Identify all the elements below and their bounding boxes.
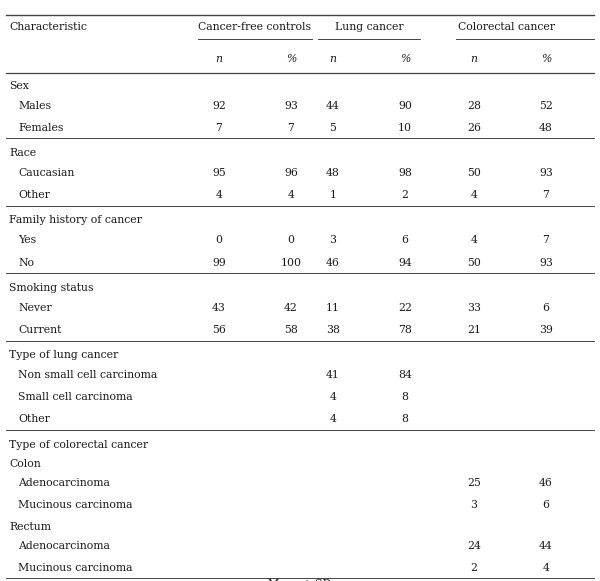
Text: Caucasian: Caucasian bbox=[18, 168, 74, 178]
Text: 50: 50 bbox=[467, 168, 481, 178]
Text: 84: 84 bbox=[398, 370, 412, 381]
Text: Never: Never bbox=[18, 303, 52, 313]
Text: 93: 93 bbox=[539, 168, 553, 178]
Text: 5: 5 bbox=[329, 123, 337, 133]
Text: 7: 7 bbox=[542, 190, 550, 200]
Text: %: % bbox=[400, 54, 410, 64]
Text: 44: 44 bbox=[326, 101, 340, 111]
Text: Cancer-free controls: Cancer-free controls bbox=[199, 22, 311, 33]
Text: Colon: Colon bbox=[9, 459, 41, 469]
Text: 46: 46 bbox=[539, 478, 553, 488]
Text: Characteristic: Characteristic bbox=[9, 22, 87, 33]
Text: Other: Other bbox=[18, 190, 50, 200]
Text: 22: 22 bbox=[398, 303, 412, 313]
Text: 0: 0 bbox=[287, 235, 295, 246]
Text: n: n bbox=[470, 54, 478, 64]
Text: 95: 95 bbox=[212, 168, 226, 178]
Text: Rectum: Rectum bbox=[9, 522, 51, 532]
Text: 4: 4 bbox=[215, 190, 223, 200]
Text: Mean ± SD: Mean ± SD bbox=[268, 579, 332, 581]
Text: 24: 24 bbox=[467, 541, 481, 551]
Text: 39: 39 bbox=[539, 325, 553, 335]
Text: 4: 4 bbox=[542, 563, 550, 573]
Text: 7: 7 bbox=[215, 123, 223, 133]
Text: 4: 4 bbox=[470, 190, 478, 200]
Text: 3: 3 bbox=[470, 500, 478, 510]
Text: 43: 43 bbox=[212, 303, 226, 313]
Text: Adenocarcinoma: Adenocarcinoma bbox=[18, 478, 110, 488]
Text: 52: 52 bbox=[539, 101, 553, 111]
Text: 7: 7 bbox=[287, 123, 295, 133]
Text: 25: 25 bbox=[467, 478, 481, 488]
Text: 96: 96 bbox=[284, 168, 298, 178]
Text: Lung cancer: Lung cancer bbox=[335, 22, 403, 33]
Text: 6: 6 bbox=[401, 235, 409, 246]
Text: 98: 98 bbox=[398, 168, 412, 178]
Text: No: No bbox=[18, 257, 34, 268]
Text: 4: 4 bbox=[470, 235, 478, 246]
Text: 6: 6 bbox=[542, 303, 550, 313]
Text: Females: Females bbox=[18, 123, 64, 133]
Text: 100: 100 bbox=[281, 257, 302, 268]
Text: 58: 58 bbox=[284, 325, 298, 335]
Text: Smoking status: Smoking status bbox=[9, 283, 94, 293]
Text: 56: 56 bbox=[212, 325, 226, 335]
Text: Family history of cancer: Family history of cancer bbox=[9, 216, 142, 225]
Text: 10: 10 bbox=[398, 123, 412, 133]
Text: 2: 2 bbox=[470, 563, 478, 573]
Text: Sex: Sex bbox=[9, 81, 29, 91]
Text: 7: 7 bbox=[542, 235, 550, 246]
Text: Race: Race bbox=[9, 148, 36, 158]
Text: 1: 1 bbox=[329, 190, 337, 200]
Text: 26: 26 bbox=[467, 123, 481, 133]
Text: 46: 46 bbox=[326, 257, 340, 268]
Text: Males: Males bbox=[18, 101, 51, 111]
Text: 44: 44 bbox=[539, 541, 553, 551]
Text: 4: 4 bbox=[329, 392, 337, 403]
Text: Mucinous carcinoma: Mucinous carcinoma bbox=[18, 563, 133, 573]
Text: Mucinous carcinoma: Mucinous carcinoma bbox=[18, 500, 133, 510]
Text: Adenocarcinoma: Adenocarcinoma bbox=[18, 541, 110, 551]
Text: Small cell carcinoma: Small cell carcinoma bbox=[18, 392, 133, 403]
Text: Colorectal cancer: Colorectal cancer bbox=[458, 22, 556, 33]
Text: 93: 93 bbox=[539, 257, 553, 268]
Text: 50: 50 bbox=[467, 257, 481, 268]
Text: 33: 33 bbox=[467, 303, 481, 313]
Text: 0: 0 bbox=[215, 235, 223, 246]
Text: 21: 21 bbox=[467, 325, 481, 335]
Text: 93: 93 bbox=[284, 101, 298, 111]
Text: 94: 94 bbox=[398, 257, 412, 268]
Text: 8: 8 bbox=[401, 414, 409, 425]
Text: %: % bbox=[286, 54, 296, 64]
Text: Yes: Yes bbox=[18, 235, 36, 246]
Text: 4: 4 bbox=[329, 414, 337, 425]
Text: Type of colorectal cancer: Type of colorectal cancer bbox=[9, 440, 148, 450]
Text: Current: Current bbox=[18, 325, 61, 335]
Text: 78: 78 bbox=[398, 325, 412, 335]
Text: %: % bbox=[541, 54, 551, 64]
Text: n: n bbox=[329, 54, 337, 64]
Text: 3: 3 bbox=[329, 235, 337, 246]
Text: 2: 2 bbox=[401, 190, 409, 200]
Text: 42: 42 bbox=[284, 303, 298, 313]
Text: 48: 48 bbox=[326, 168, 340, 178]
Text: 48: 48 bbox=[539, 123, 553, 133]
Text: 11: 11 bbox=[326, 303, 340, 313]
Text: 6: 6 bbox=[542, 500, 550, 510]
Text: 90: 90 bbox=[398, 101, 412, 111]
Text: 8: 8 bbox=[401, 392, 409, 403]
Text: Other: Other bbox=[18, 414, 50, 425]
Text: 4: 4 bbox=[287, 190, 295, 200]
Text: n: n bbox=[215, 54, 223, 64]
Text: 99: 99 bbox=[212, 257, 226, 268]
Text: 41: 41 bbox=[326, 370, 340, 381]
Text: 92: 92 bbox=[212, 101, 226, 111]
Text: 38: 38 bbox=[326, 325, 340, 335]
Text: 28: 28 bbox=[467, 101, 481, 111]
Text: Non small cell carcinoma: Non small cell carcinoma bbox=[18, 370, 157, 381]
Text: Type of lung cancer: Type of lung cancer bbox=[9, 350, 118, 360]
